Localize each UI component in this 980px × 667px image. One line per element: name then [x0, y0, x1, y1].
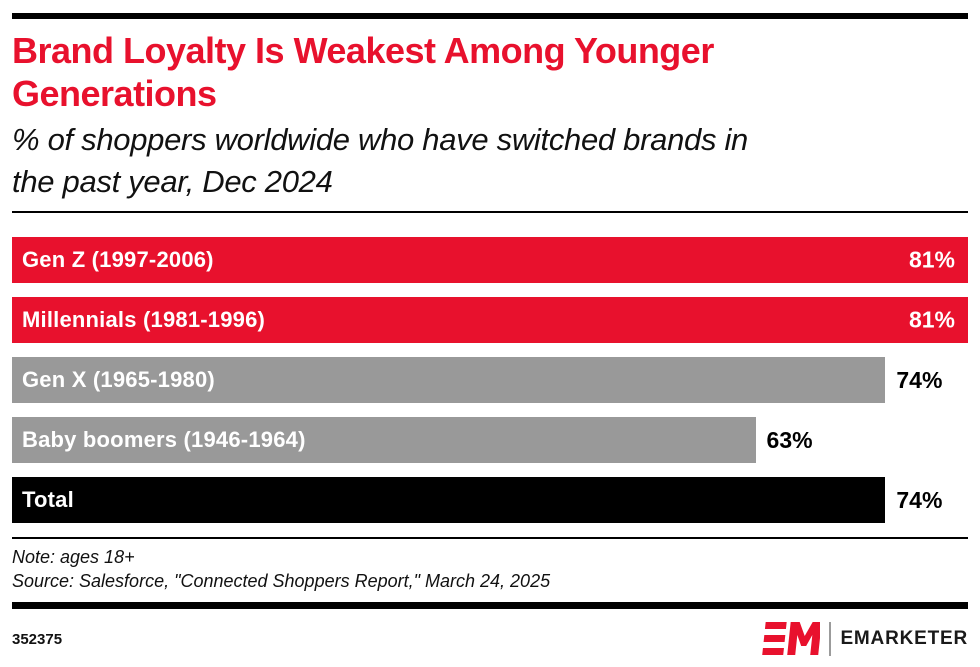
chart-title-line2: Generations: [12, 73, 217, 114]
top-divider: [12, 13, 968, 19]
bar-chart: Gen Z (1997-2006) 81% 81% Millennials (1…: [12, 237, 968, 523]
footer-divider: [12, 537, 968, 539]
chart-subtitle-line2: the past year, Dec 2024: [12, 164, 333, 199]
chart-subtitle: % of shoppers worldwide who have switche…: [12, 119, 968, 203]
chart-title-line1: Brand Loyalty Is Weakest Among Younger: [12, 30, 714, 71]
bar-row-total: Total 74% 74%: [12, 477, 968, 523]
header-divider: [12, 211, 968, 213]
bar-row-gen-x: Gen X (1965-1980) 74% 74%: [12, 357, 968, 403]
bar-label: Baby boomers (1946-1964): [22, 427, 306, 452]
chart-subtitle-line1: % of shoppers worldwide who have switche…: [12, 122, 748, 157]
bar-value: 74%: [896, 486, 943, 513]
chart-id: 352375: [12, 630, 63, 648]
chart-title: Brand Loyalty Is Weakest Among Younger G…: [12, 29, 892, 115]
logo-separator: [829, 622, 832, 656]
bar-value: 74%: [896, 366, 943, 393]
bottom-divider: [12, 602, 968, 609]
emarketer-em-icon: [762, 622, 821, 655]
bar-row-millennials: Millennials (1981-1996) 81% 81%: [12, 297, 968, 343]
emarketer-logo: EMARKETER: [762, 619, 968, 659]
source-line: Source: Salesforce, "Connected Shoppers …: [12, 571, 551, 591]
chart-notes: Note: ages 18+ Source: Salesforce, "Conn…: [12, 545, 968, 593]
bar-value: 81%: [908, 306, 955, 333]
bar-value: 81%: [908, 246, 955, 273]
bar-row-baby-boomers: Baby boomers (1946-1964) 63% 63%: [12, 417, 968, 463]
note-line: Note: ages 18+: [12, 547, 135, 567]
emarketer-wordmark: EMARKETER: [840, 628, 968, 649]
bar-label: Millennials (1981-1996): [22, 307, 266, 332]
chart-page: Brand Loyalty Is Weakest Among Younger G…: [0, 13, 980, 659]
bar-millennials: Millennials (1981-1996) 81%: [12, 297, 968, 343]
bar-gen-z: Gen Z (1997-2006) 81%: [12, 237, 968, 283]
bar-label: Gen X (1965-1980): [22, 367, 215, 392]
bar-gen-x: Gen X (1965-1980) 74%: [12, 357, 886, 403]
footer-bar: 352375 EMARKETER: [12, 619, 968, 659]
bar-label: Gen Z (1997-2006): [22, 247, 214, 272]
bar-total: Total 74%: [12, 477, 886, 523]
bar-baby-boomers: Baby boomers (1946-1964) 63%: [12, 417, 756, 463]
bar-value: 63%: [766, 426, 813, 453]
bar-label: Total: [22, 487, 74, 512]
bar-row-gen-z: Gen Z (1997-2006) 81% 81%: [12, 237, 968, 283]
